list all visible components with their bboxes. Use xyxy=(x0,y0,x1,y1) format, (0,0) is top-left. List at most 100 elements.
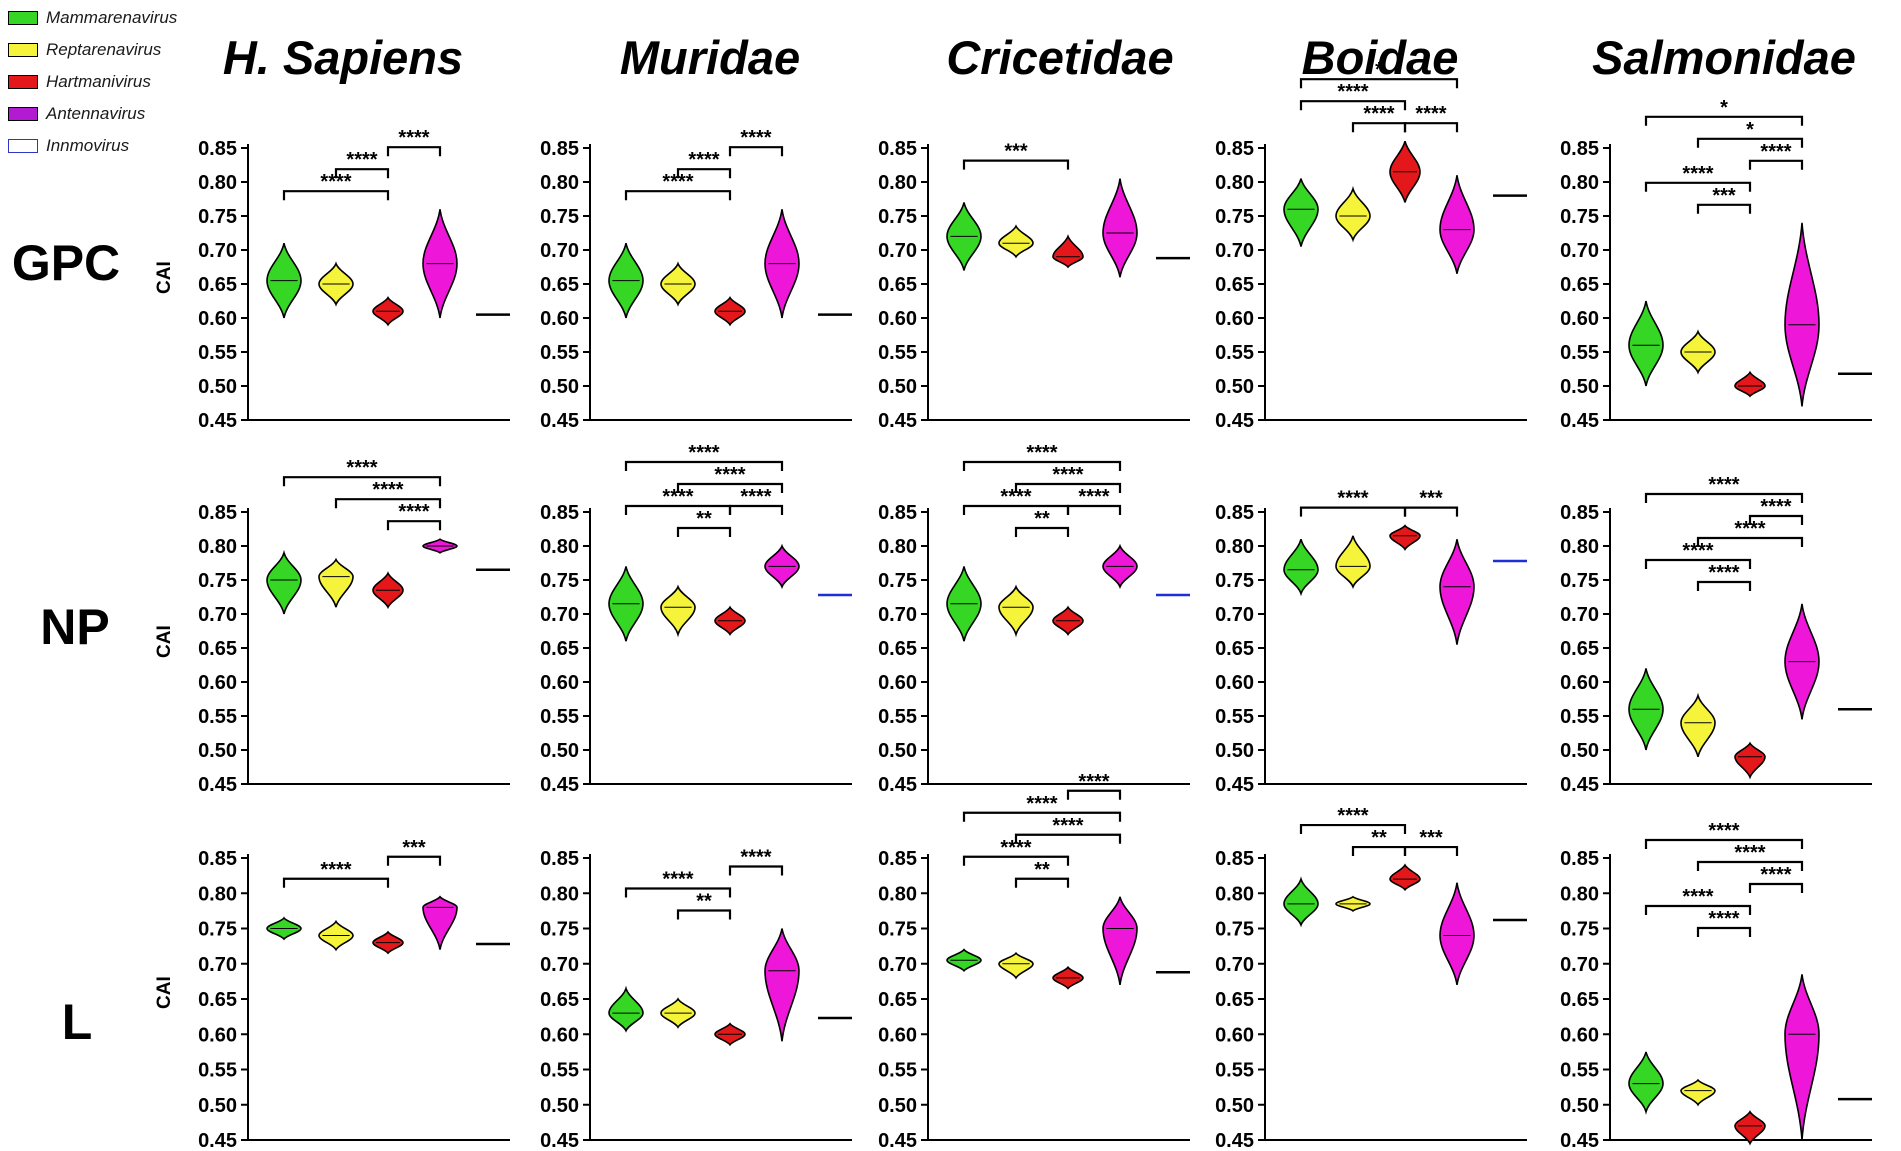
significance-bracket xyxy=(282,877,390,888)
significance-bracket xyxy=(1644,115,1804,126)
y-tick-label: 0.60 xyxy=(1560,672,1599,694)
y-tick-label: 0.55 xyxy=(540,1060,579,1082)
violin-reptarenavirus xyxy=(998,584,1034,638)
legend-label: Hartmanivirus xyxy=(46,72,151,91)
significance-bracket xyxy=(1014,482,1122,493)
significance-bracket xyxy=(1299,100,1407,111)
y-tick-label: 0.45 xyxy=(198,410,237,432)
y-tick-label: 0.55 xyxy=(198,342,237,364)
y-tick-label: 0.65 xyxy=(198,274,237,296)
significance-bracket xyxy=(282,190,390,201)
violin-mammarenavirus xyxy=(1628,1051,1664,1115)
violin-mammarenavirus xyxy=(1283,178,1319,247)
y-tick-label: 0.45 xyxy=(1560,410,1599,432)
significance-bracket xyxy=(1696,926,1752,937)
y-tick-label: 0.55 xyxy=(878,342,917,364)
violin-hartmanivirus xyxy=(1734,741,1766,780)
significance-bracket xyxy=(1644,904,1752,915)
y-tick-label: 0.85 xyxy=(540,848,579,870)
column-title: Cricetidae xyxy=(946,31,1174,84)
y-tick-label: 0.75 xyxy=(540,570,579,592)
significance-label: ** xyxy=(1371,827,1387,849)
y-tick-label: 0.75 xyxy=(198,206,237,228)
significance-bracket xyxy=(728,504,784,515)
y-tick-label: 0.70 xyxy=(198,954,237,976)
significance-label: *** xyxy=(1004,141,1028,163)
significance-label: **** xyxy=(346,457,377,479)
violin-mammarenavirus xyxy=(1283,538,1319,597)
y-tick-label: 0.75 xyxy=(878,206,917,228)
y-tick-label: 0.50 xyxy=(198,376,237,398)
column-title: Muridae xyxy=(619,31,801,84)
y-tick-label: 0.65 xyxy=(1560,274,1599,296)
y-tick-label: 0.60 xyxy=(1215,308,1254,330)
significance-label: ** xyxy=(1034,859,1050,881)
significance-label: **** xyxy=(398,127,429,149)
y-tick-label: 0.65 xyxy=(540,638,579,660)
significance-bracket xyxy=(1696,203,1752,214)
y-tick-label: 0.80 xyxy=(878,536,917,558)
significance-bracket xyxy=(1748,159,1804,170)
violin-mammarenavirus xyxy=(266,549,302,615)
significance-bracket xyxy=(624,887,732,898)
y-tick-label: 0.80 xyxy=(1560,172,1599,194)
violin-hartmanivirus xyxy=(1389,863,1421,892)
significance-label: *** xyxy=(402,837,426,859)
significance-label: **** xyxy=(740,486,771,508)
significance-label: **** xyxy=(688,149,719,171)
violin-antennavirus xyxy=(1439,539,1475,645)
significance-label: **** xyxy=(398,501,429,523)
violin-reptarenavirus xyxy=(998,951,1034,980)
legend: Mammarenavirus Reptarenavirus Hartmanivi… xyxy=(8,2,177,162)
y-tick-label: 0.85 xyxy=(1560,138,1599,160)
y-tick-label: 0.75 xyxy=(540,919,579,941)
y-tick-label: 0.55 xyxy=(1560,706,1599,728)
y-tick-label: 0.85 xyxy=(198,138,237,160)
y-tick-label: 0.70 xyxy=(1560,954,1599,976)
violin-mammarenavirus xyxy=(1628,300,1664,387)
y-tick-label: 0.50 xyxy=(540,740,579,762)
significance-label: **** xyxy=(662,171,693,193)
significance-bracket xyxy=(1299,78,1459,89)
legend-item: Mammarenavirus xyxy=(8,2,177,34)
significance-bracket xyxy=(1014,833,1122,844)
y-tick-label: 0.45 xyxy=(878,1130,917,1151)
y-tick-label: 0.75 xyxy=(198,919,237,941)
y-tick-label: 0.80 xyxy=(1215,883,1254,905)
violin-mammarenavirus xyxy=(608,985,644,1033)
violin-antennavirus xyxy=(1102,896,1138,986)
significance-bracket xyxy=(1644,492,1804,503)
y-tick-label: 0.60 xyxy=(878,672,917,694)
significance-label: **** xyxy=(1052,464,1083,486)
significance-label: **** xyxy=(740,847,771,869)
y-tick-label: 0.75 xyxy=(1215,206,1254,228)
y-tick-label: 0.45 xyxy=(878,774,917,796)
y-tick-label: 0.65 xyxy=(1560,638,1599,660)
y-tick-label: 0.50 xyxy=(198,1095,237,1117)
y-tick-label: 0.75 xyxy=(1560,206,1599,228)
significance-bracket xyxy=(1748,882,1804,893)
violin-antennavirus xyxy=(422,895,458,950)
y-tick-label: 0.75 xyxy=(878,570,917,592)
significance-label: *** xyxy=(1419,488,1443,510)
significance-bracket xyxy=(962,855,1070,866)
legend-label: Antennavirus xyxy=(46,104,146,123)
significance-label: ** xyxy=(696,891,712,913)
y-tick-label: 0.85 xyxy=(198,848,237,870)
significance-label: **** xyxy=(1078,771,1109,793)
significance-bracket xyxy=(1696,137,1804,148)
significance-bracket xyxy=(962,811,1122,822)
y-tick-label: 0.50 xyxy=(1215,376,1254,398)
significance-label: **** xyxy=(662,486,693,508)
significance-bracket xyxy=(386,520,442,531)
y-tick-label: 0.80 xyxy=(540,883,579,905)
significance-bracket xyxy=(1644,558,1752,569)
y-tick-label: 0.85 xyxy=(1560,502,1599,524)
y-tick-label: 0.65 xyxy=(540,989,579,1011)
significance-label: * xyxy=(1746,119,1754,141)
y-tick-label: 0.75 xyxy=(540,206,579,228)
y-tick-label: 0.70 xyxy=(878,954,917,976)
y-tick-label: 0.85 xyxy=(1215,138,1254,160)
column-title: Salmonidae xyxy=(1592,31,1856,84)
significance-label: **** xyxy=(1363,103,1394,125)
